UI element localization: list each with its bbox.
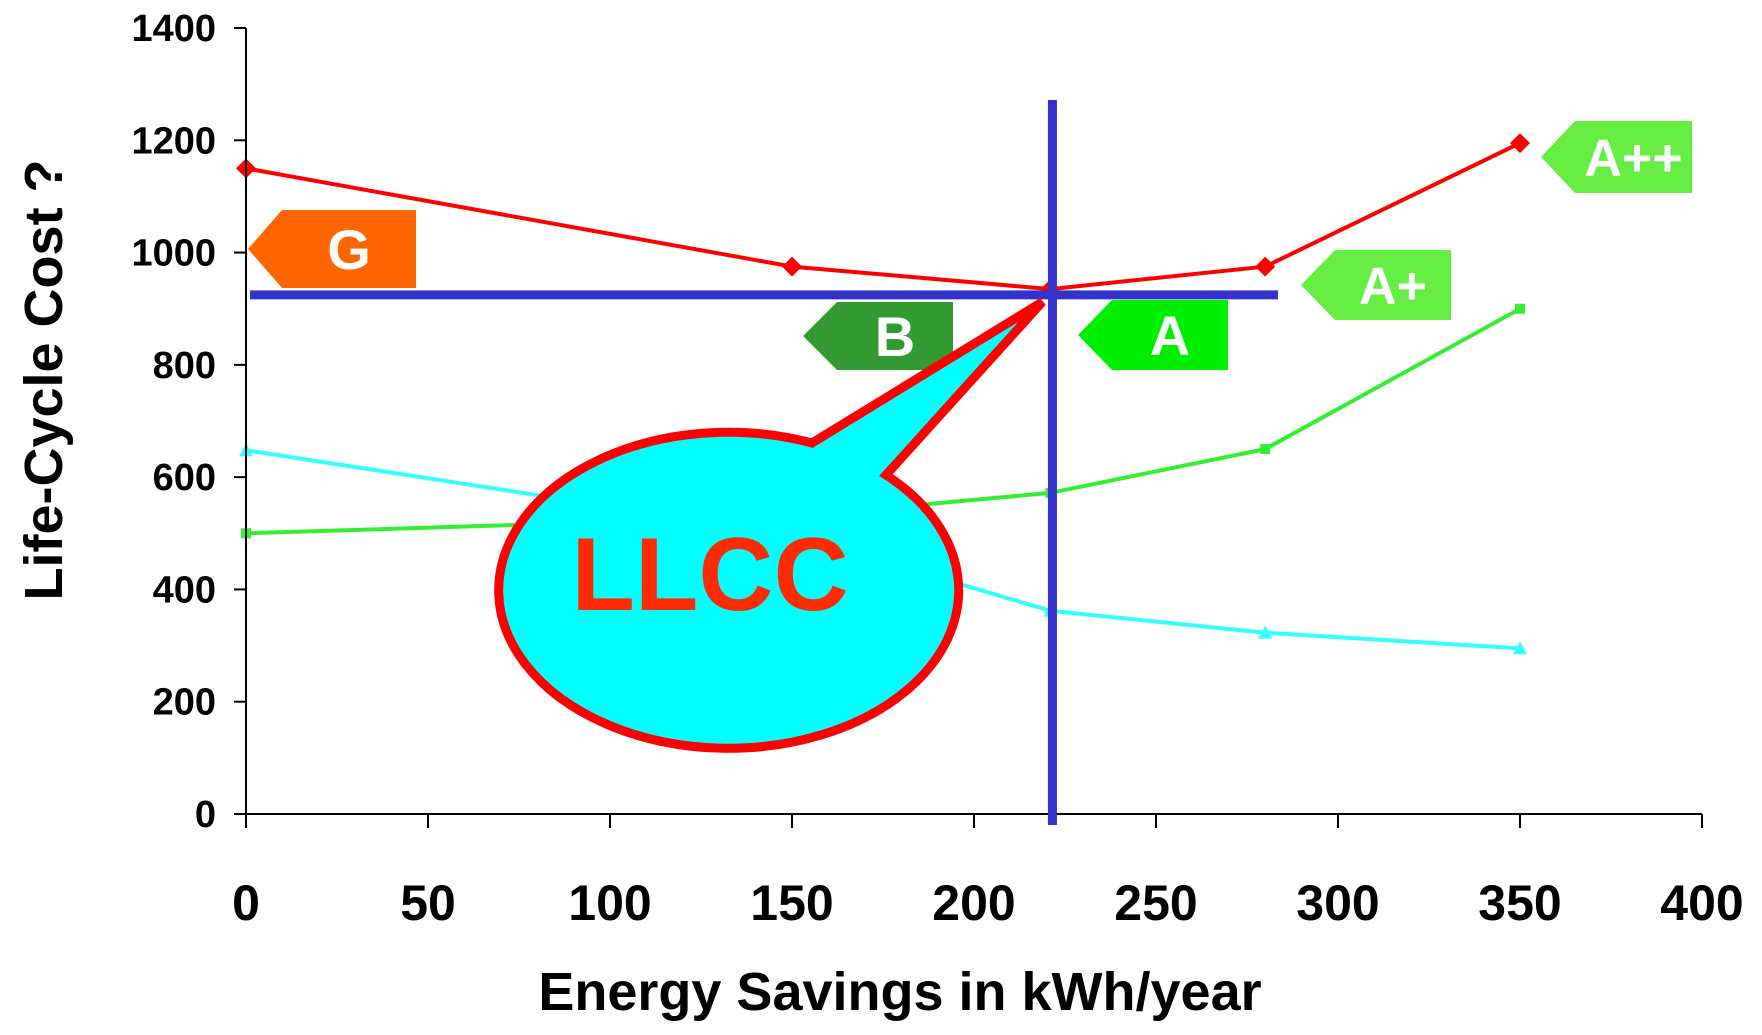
series-3-point-4 (1258, 625, 1273, 639)
x-axis-label: Energy Savings in kWh/year (538, 962, 1261, 1022)
llcc-crosshair (250, 100, 1278, 825)
series-2-point-4 (1260, 444, 1271, 455)
energy-labels-layer: G B A A+ A++ (248, 121, 1692, 370)
axes-layer: 0 200 400 600 800 1000 1200 1400 0 50 100 150 200 250… (131, 8, 1743, 931)
energy-label-text-1: G (327, 218, 371, 281)
y-tick-label: 600 (153, 457, 216, 499)
series-1-point-5 (1510, 133, 1530, 154)
x-tick-label: 250 (1114, 875, 1197, 931)
energy-label-tag-4 (1301, 250, 1451, 320)
energy-label-text-2: B (875, 305, 915, 368)
y-tick-label: 1400 (131, 8, 216, 50)
energy-label-tag-5 (1541, 121, 1692, 193)
energy-label-tag-3 (1078, 300, 1228, 370)
y-tick-label: 1000 (131, 233, 216, 275)
energy-label-text-5: A++ (1584, 130, 1682, 188)
x-tick-label: 150 (750, 875, 833, 931)
series-1-point-2 (782, 256, 802, 277)
y-tick-label: 1200 (131, 120, 216, 162)
y-tick-label: 400 (153, 569, 216, 611)
x-tick-label: 100 (568, 875, 651, 931)
x-tick-label: 350 (1478, 875, 1561, 931)
x-tick-label: 200 (932, 875, 1015, 931)
x-tick-label: 0 (232, 875, 260, 931)
series-2-point-5 (1515, 303, 1525, 314)
x-tick-label: 400 (1660, 875, 1743, 931)
callout-text: LLCC (571, 517, 848, 633)
y-tick-label: 0 (195, 794, 216, 836)
y-tick-label: 200 (153, 682, 216, 724)
energy-label-tag-1 (248, 210, 416, 288)
series-1-point-4 (1255, 256, 1276, 277)
energy-label-tag-2 (803, 302, 953, 370)
callout-bubble (494, 298, 1046, 753)
y-tick-label: 800 (153, 345, 216, 387)
energy-label-text-3: A (1150, 304, 1190, 367)
series-3-point-5 (1513, 641, 1527, 655)
energy-label-text-4: A+ (1359, 258, 1427, 316)
y-axis-label: Life-Cycle Cost ? (14, 159, 74, 600)
x-tick-label: 300 (1296, 875, 1379, 931)
x-tick-label: 50 (400, 875, 456, 931)
llcc-callout: LLCC (494, 298, 1046, 753)
